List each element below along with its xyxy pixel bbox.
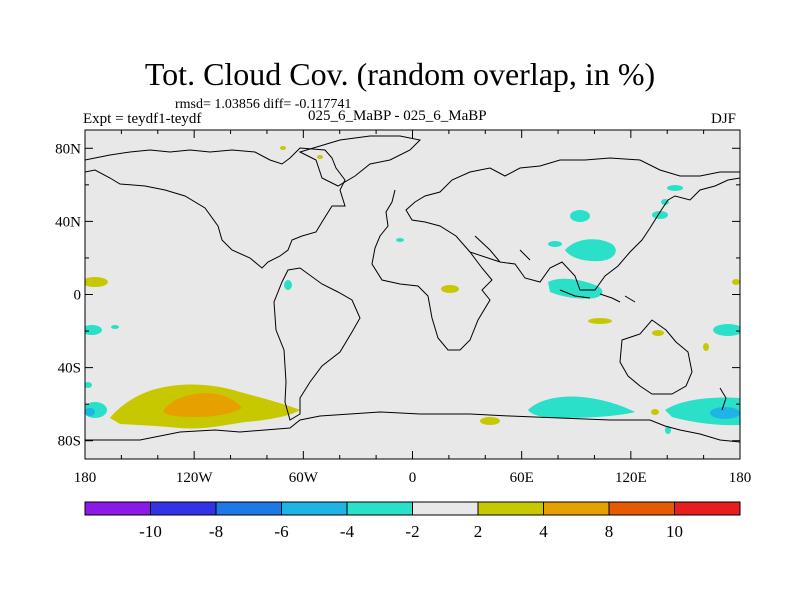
- anomaly-amazon-neg: [284, 280, 292, 290]
- experiment-label: Expt = teydf1-teydf: [83, 111, 202, 127]
- colorbar: -10 -8 -6 -4 -2 2 4 8 10: [84, 501, 741, 541]
- y-tick-label-4: 80S: [58, 434, 81, 450]
- x-tick-label-3: 0: [409, 470, 417, 486]
- coastline-south-america: [273, 267, 361, 421]
- anomaly-indonesia-neg: [548, 278, 603, 299]
- axes: 80N 40N 0 40S 80S 180 120W 60W 0 60E 120E 180: [55, 130, 751, 486]
- x-tick-label-2: 60W: [289, 470, 319, 486]
- anomaly-indian-pos: [588, 318, 612, 324]
- colorbar-swatch-9: [674, 501, 741, 516]
- anomaly-africa-pos: [441, 285, 459, 293]
- anomaly-west-antarctic-neg-2: [85, 382, 92, 388]
- season-label: DJF: [711, 111, 737, 127]
- colorbar-swatch-7: [543, 501, 610, 516]
- anomaly-pacific-east-neg: [713, 324, 740, 336]
- x-tick-label-6: 180: [729, 470, 752, 486]
- x-tick-label-1: 120W: [176, 470, 214, 486]
- anomaly-far-east-pos: [732, 279, 740, 285]
- anomaly-australia-pos: [652, 330, 664, 336]
- y-tick-label-3: 40S: [58, 361, 81, 377]
- colorbar-label-6: 4: [539, 522, 548, 541]
- anomaly-south-indian-pos: [651, 409, 659, 415]
- anomaly-north-pacific-neg-2: [661, 199, 669, 205]
- anomaly-east-pacific-pos: [85, 277, 108, 287]
- anomaly-tasman-pos: [703, 343, 709, 351]
- colorbar-swatch-0: [84, 501, 151, 516]
- chart-title: Tot. Cloud Cov. (random overlap, in %): [144, 56, 656, 92]
- coastline-asia: [469, 177, 740, 291]
- cases-label: 025_6_MaBP - 025_6_MaBP: [308, 108, 487, 124]
- coastline-europe-africa: [371, 157, 740, 351]
- x-tick-label-0: 180: [74, 470, 97, 486]
- anomaly-south-atlantic-pos: [480, 417, 500, 425]
- y-tick-label-1: 40N: [55, 214, 81, 230]
- anomaly-india-neg: [565, 239, 616, 262]
- coastline-new-zealand: [719, 387, 727, 411]
- colorbar-swatch-6: [477, 501, 544, 516]
- anomaly-south-pacific-core: [163, 393, 242, 417]
- anomaly-pacific-north-neg: [570, 210, 590, 222]
- colorbar-swatch-3: [281, 501, 348, 516]
- coastline-indonesia: [559, 289, 636, 303]
- anomaly-layer: [85, 146, 740, 434]
- colorbar-swatch-8: [608, 501, 675, 516]
- coastline-antarctica: [85, 411, 740, 443]
- colorbar-label-7: 8: [605, 522, 614, 541]
- anomaly-atlantic-neg: [396, 238, 404, 242]
- anomaly-japan-neg: [652, 211, 668, 219]
- anomaly-southern-ocean-core: [710, 407, 740, 419]
- anomaly-pacific-west-neg-2: [111, 325, 119, 329]
- colorbar-swatch-5: [412, 501, 479, 516]
- colorbar-swatch-1: [150, 501, 217, 516]
- anomaly-arctic-pos: [280, 146, 286, 150]
- colorbar-label-3: -4: [340, 522, 355, 541]
- coastline-north-america: [85, 147, 346, 269]
- coastline-arabia: [474, 235, 531, 263]
- anomaly-west-antarctic-core: [85, 408, 95, 416]
- anomaly-kamchatka-neg: [667, 185, 683, 191]
- coastlines: [85, 135, 740, 443]
- stats-line: rmsd= 1.03856 diff= -0.117741: [175, 97, 352, 112]
- colorbar-label-0: -10: [139, 522, 162, 541]
- colorbar-label-8: 10: [666, 522, 683, 541]
- colorbar-label-5: 2: [474, 522, 483, 541]
- anomaly-arctic-pos-2: [317, 155, 323, 159]
- anomaly-kerguelen-neg: [665, 426, 671, 434]
- coastline-australia: [619, 319, 693, 395]
- coastline-greenland: [298, 135, 422, 187]
- y-tick-label-2: 0: [74, 288, 82, 304]
- anomaly-pacific-west-neg: [85, 325, 102, 335]
- colorbar-label-4: -2: [405, 522, 419, 541]
- x-tick-label-4: 60E: [510, 470, 534, 486]
- anomaly-southern-ocean-neg: [528, 396, 635, 418]
- colorbar-label-2: -6: [274, 522, 288, 541]
- x-tick-label-5: 120E: [615, 470, 647, 486]
- y-tick-label-0: 80N: [55, 141, 81, 157]
- colorbar-label-1: -8: [209, 522, 223, 541]
- anomaly-arabia-neg: [548, 241, 562, 247]
- colorbar-swatch-2: [215, 501, 282, 516]
- colorbar-swatch-4: [346, 501, 413, 516]
